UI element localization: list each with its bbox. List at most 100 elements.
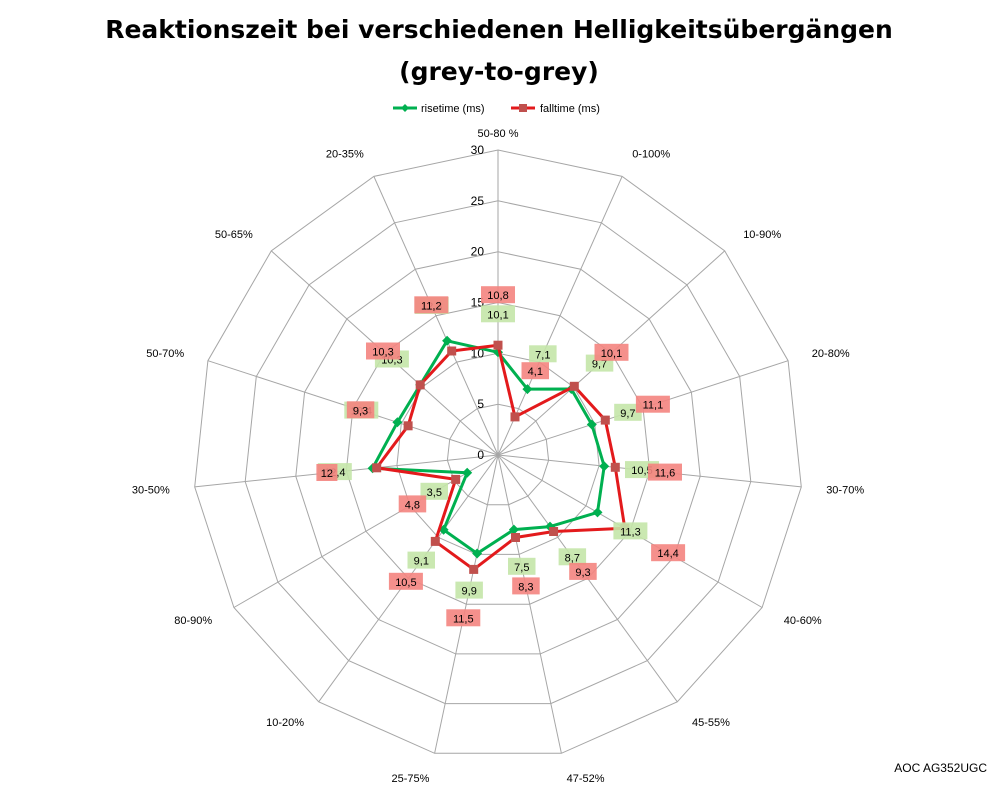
category-labels: 50-80 % 0-100% 10-90% 20-80% 30-70% 40-60% 45-… bbox=[132, 128, 864, 785]
data-label: 10,1 bbox=[481, 305, 515, 323]
data-label-bg bbox=[446, 609, 481, 627]
data-label-bg bbox=[366, 342, 400, 360]
data-label-text: 12 bbox=[321, 468, 333, 480]
data-label-text: 8,3 bbox=[518, 581, 533, 593]
category-label: 20-35% bbox=[326, 149, 364, 161]
data-point bbox=[472, 548, 483, 559]
data-label: 4,1 bbox=[521, 362, 549, 380]
radial-tick-label: 20 bbox=[471, 245, 485, 259]
data-label-text: 4,8 bbox=[405, 499, 420, 511]
data-label-text: 11,5 bbox=[453, 613, 474, 625]
category-label: 10-90% bbox=[743, 229, 781, 241]
data-label-text: 4,1 bbox=[528, 366, 543, 378]
data-label-bg bbox=[398, 495, 427, 513]
grid-ring-1 bbox=[446, 403, 550, 506]
data-label-text: 11,2 bbox=[421, 300, 442, 312]
data-label-text: 11,6 bbox=[655, 468, 676, 480]
data-labels: 10,17,19,79,710,511,38,77,59,99,13,512,4… bbox=[316, 286, 686, 627]
data-label: 4,8 bbox=[398, 495, 427, 513]
category-label: 45-55% bbox=[692, 717, 730, 729]
grid-spoke-14 bbox=[373, 176, 499, 456]
data-label: 8,7 bbox=[558, 548, 587, 566]
data-label-bg bbox=[388, 572, 423, 590]
data-label: 9,9 bbox=[455, 581, 483, 599]
data-label: 11,5 bbox=[446, 609, 481, 627]
chart-title-line-2: (grey-to-grey) bbox=[399, 57, 599, 86]
data-label: 9,3 bbox=[569, 562, 597, 580]
category-label: 30-50% bbox=[132, 485, 170, 497]
category-label: 50-70% bbox=[146, 348, 184, 360]
data-label-text: 8,7 bbox=[565, 552, 580, 564]
data-label: 11,6 bbox=[648, 463, 682, 481]
legend-marker-falltime bbox=[519, 104, 527, 112]
data-label-bg bbox=[529, 345, 557, 363]
data-label-text: 10,1 bbox=[487, 309, 508, 321]
legend: risetime (ms) falltime (ms) bbox=[393, 103, 600, 115]
data-label: 14,4 bbox=[651, 544, 686, 562]
category-label: 10-20% bbox=[266, 717, 304, 729]
data-point bbox=[586, 419, 597, 430]
data-label-bg bbox=[316, 464, 338, 481]
data-label-bg bbox=[512, 577, 540, 595]
data-point bbox=[403, 421, 413, 431]
data-label-bg bbox=[508, 557, 536, 575]
data-label-bg bbox=[594, 343, 629, 361]
data-label-bg bbox=[635, 395, 670, 413]
data-label: 11,2 bbox=[414, 296, 449, 314]
data-point bbox=[511, 533, 520, 542]
data-label: 7,1 bbox=[529, 345, 557, 363]
data-label-bg bbox=[558, 548, 587, 566]
data-label: 10,5 bbox=[388, 572, 423, 590]
data-point bbox=[493, 340, 503, 350]
data-label: 3,5 bbox=[420, 482, 448, 500]
data-point bbox=[569, 381, 579, 391]
data-point bbox=[510, 412, 520, 422]
data-label-bg bbox=[651, 544, 686, 562]
data-label: 11,1 bbox=[635, 395, 670, 413]
data-label-text: 10,3 bbox=[372, 347, 393, 359]
grid-spoke-8 bbox=[434, 454, 499, 754]
data-label-bg bbox=[613, 522, 648, 540]
data-label-text: 7,1 bbox=[535, 349, 550, 361]
data-label-text: 7,5 bbox=[514, 562, 529, 574]
legend-item-falltime: falltime (ms) bbox=[511, 103, 600, 115]
data-point bbox=[469, 564, 479, 574]
data-label: 10,3 bbox=[366, 342, 400, 360]
data-label-bg bbox=[521, 362, 549, 380]
legend-label-falltime: falltime (ms) bbox=[540, 103, 600, 115]
data-point bbox=[392, 417, 403, 428]
data-label-text: 11,1 bbox=[643, 400, 664, 412]
data-label-text: 9,9 bbox=[462, 586, 477, 598]
data-point bbox=[610, 462, 620, 472]
data-label: 9,3 bbox=[346, 401, 375, 419]
footer-model-label: AOC AG352UGC bbox=[894, 761, 987, 775]
data-label-bg bbox=[569, 562, 597, 580]
data-label-text: 9,3 bbox=[353, 405, 368, 417]
data-label-bg bbox=[648, 463, 682, 481]
data-label-bg bbox=[420, 482, 448, 500]
grid-spoke-7 bbox=[497, 454, 562, 754]
data-label-text: 10,8 bbox=[487, 290, 508, 302]
data-point bbox=[508, 524, 519, 535]
radial-tick-label: 5 bbox=[477, 397, 484, 411]
data-label-text: 10,1 bbox=[601, 348, 622, 360]
grid-ring-6 bbox=[194, 149, 802, 754]
category-label: 20-80% bbox=[812, 348, 850, 360]
radial-tick-label: 0 bbox=[477, 448, 484, 462]
data-point bbox=[592, 507, 603, 518]
series-line bbox=[371, 339, 606, 555]
data-point bbox=[600, 415, 610, 425]
radial-tick-label: 15 bbox=[471, 296, 485, 310]
category-label: 40-60% bbox=[784, 615, 822, 627]
data-label: 8,3 bbox=[512, 577, 540, 595]
data-point bbox=[522, 384, 533, 395]
data-point bbox=[372, 463, 382, 473]
category-label: 25-75% bbox=[391, 773, 429, 785]
category-label: 80-90% bbox=[174, 615, 212, 627]
data-point bbox=[430, 536, 440, 546]
series-risetime bbox=[367, 335, 610, 559]
data-point bbox=[451, 474, 461, 484]
data-label-bg bbox=[614, 403, 642, 421]
category-label: 50-80 % bbox=[478, 128, 519, 140]
